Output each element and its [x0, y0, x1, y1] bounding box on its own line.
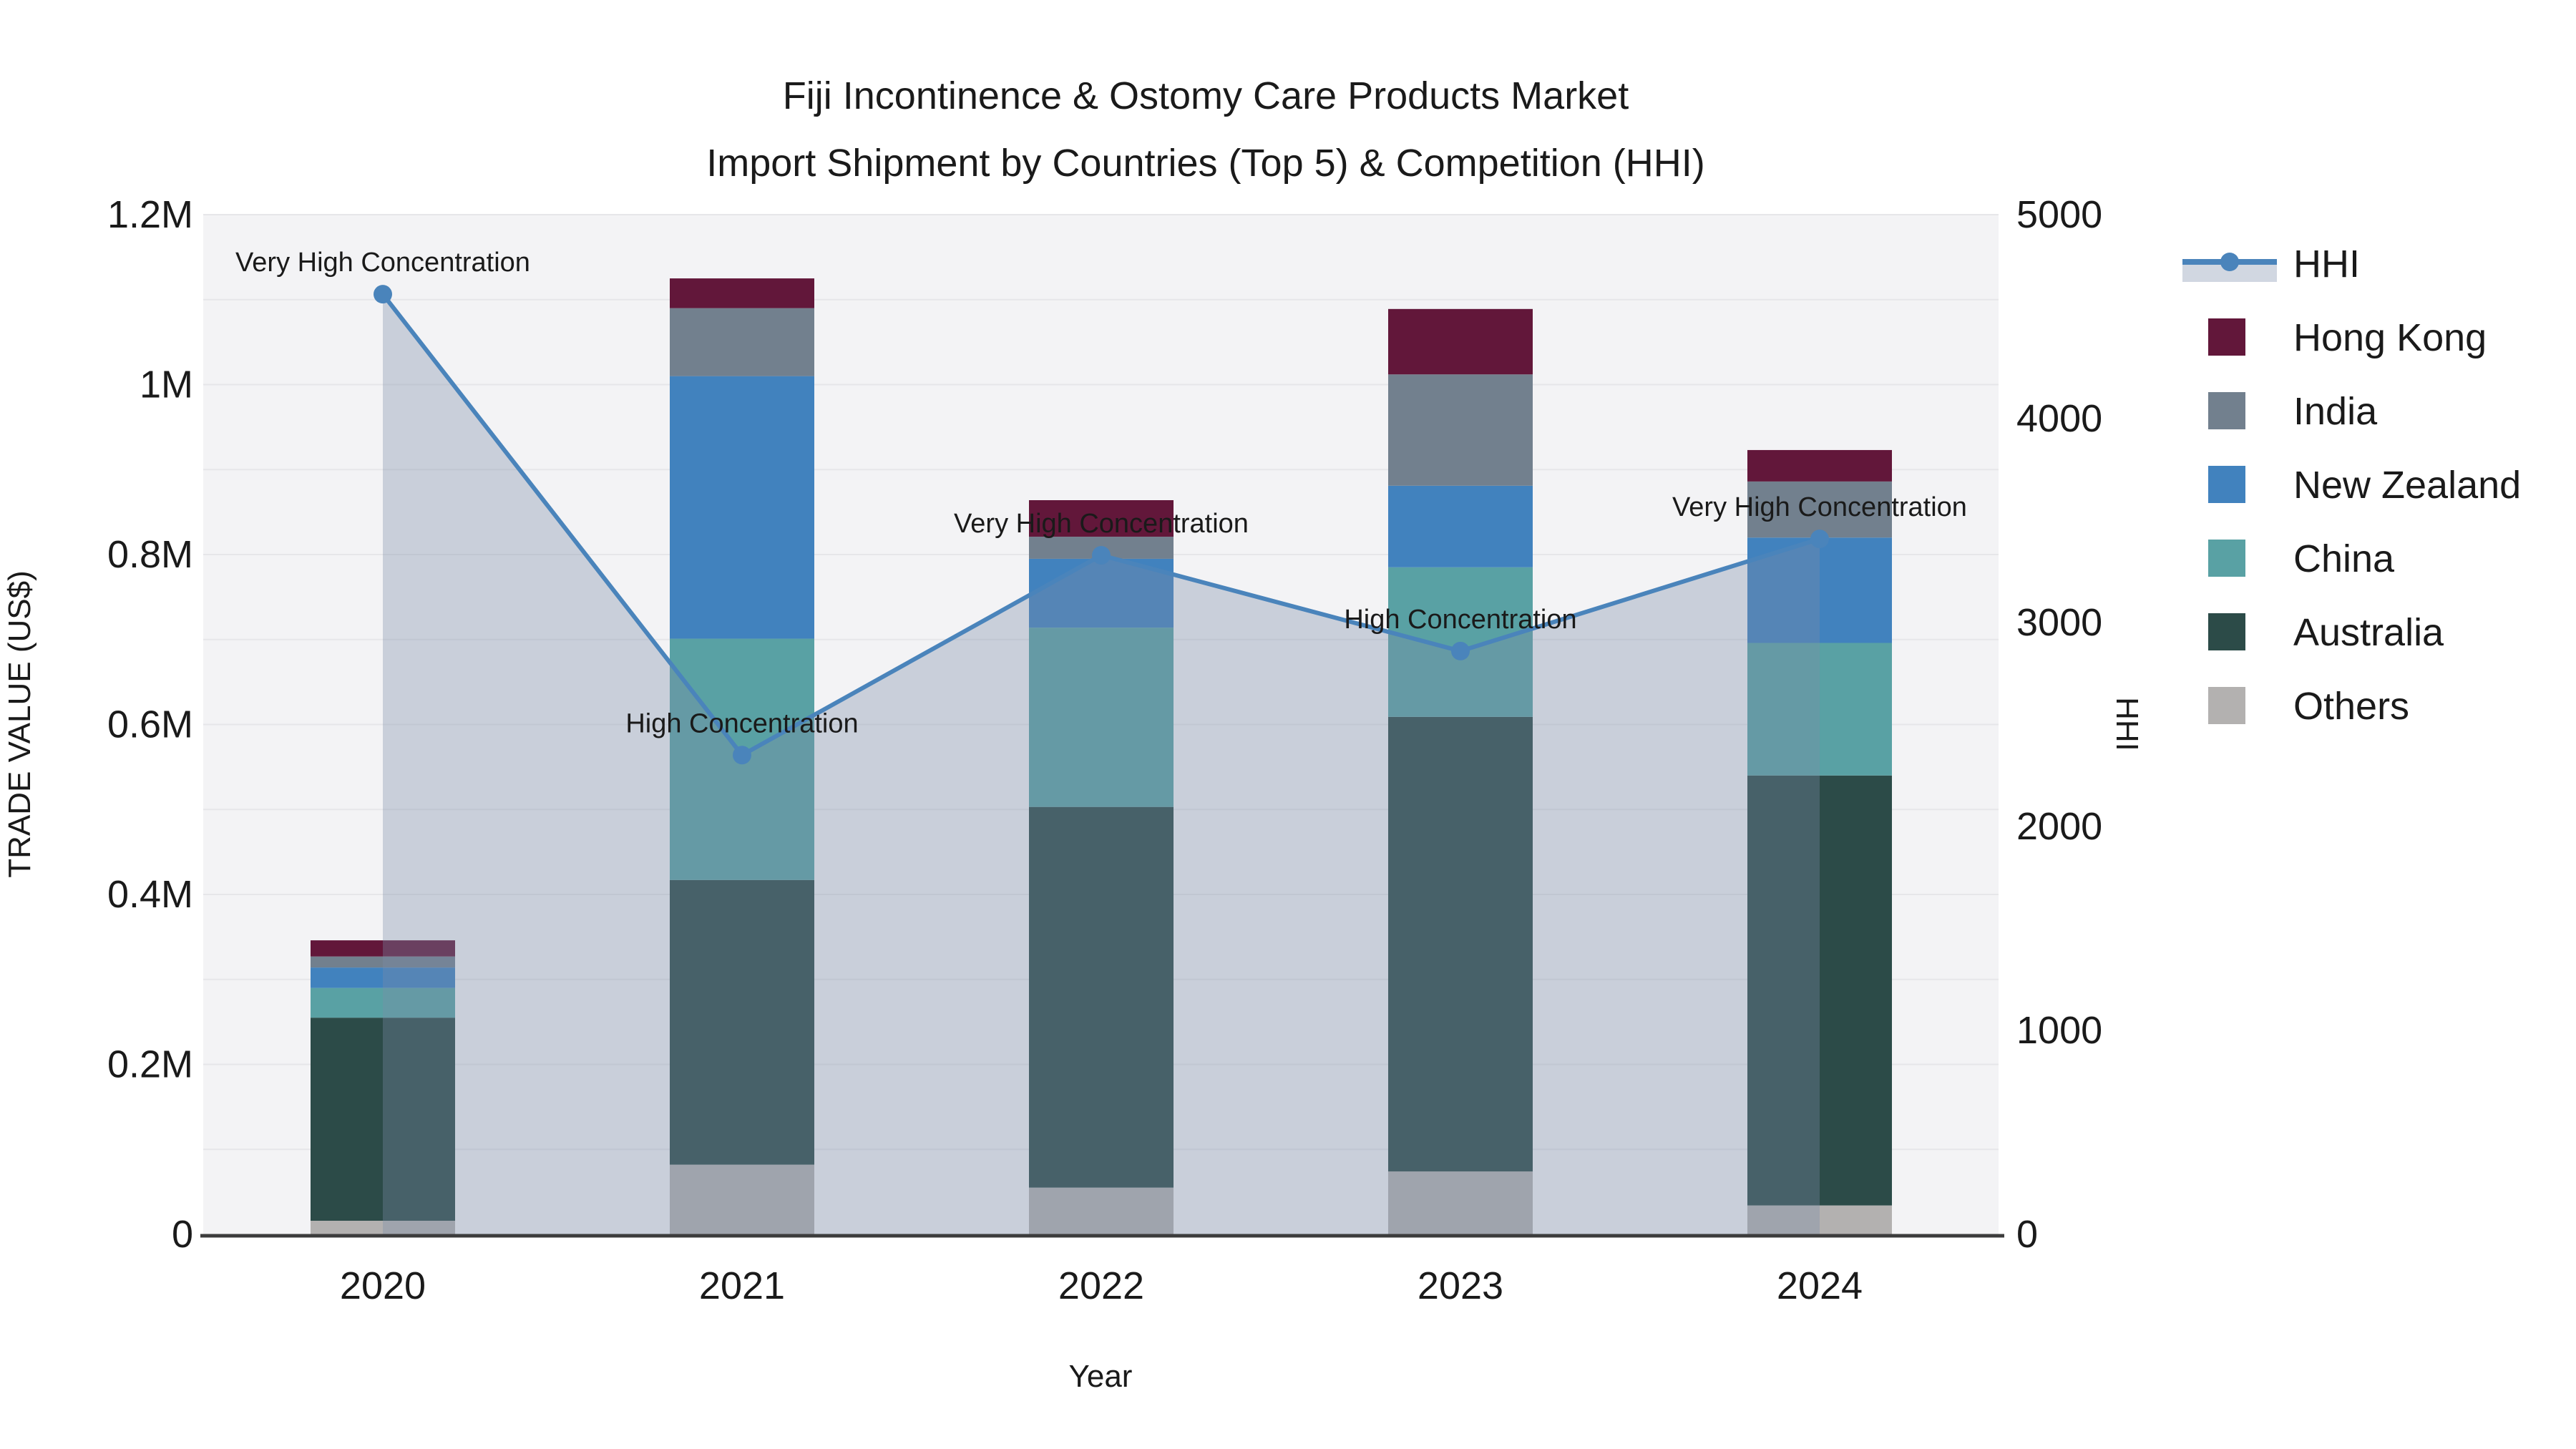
- annotation-2020: Very High Concentration: [235, 248, 530, 278]
- bar-segment-2021-others: [670, 1164, 814, 1234]
- legend-label-hong-kong: Hong Kong: [2293, 316, 2487, 359]
- hhi-area-fill: [383, 294, 1820, 1234]
- y-left-tick-0: 0: [172, 1213, 193, 1256]
- bar-segment-2021-australia: [670, 879, 814, 1165]
- bar-segment-2021-hong-kong: [670, 278, 814, 308]
- annotation-2021: High Concentration: [625, 708, 858, 738]
- bar-segment-2024-hong-kong: [1747, 449, 1892, 482]
- bar-segment-2023-others: [1388, 1171, 1533, 1234]
- legend-label-new-zealand: New Zealand: [2293, 464, 2521, 507]
- x-tick-2024: 2024: [1777, 1264, 1863, 1307]
- legend-item-hong-kong: Hong Kong: [2208, 316, 2487, 359]
- x-axis-label: Year: [1069, 1359, 1133, 1394]
- legend-swatch-new-zealand: [2208, 466, 2245, 503]
- bar-segment-2022-others: [1029, 1187, 1174, 1234]
- legend-label-others: Others: [2293, 685, 2409, 728]
- legend-label-india: India: [2293, 390, 2378, 433]
- legend-swatch-china: [2208, 540, 2245, 577]
- bar-segment-2024-australia: [1747, 775, 1892, 1206]
- y-right-tick-5000: 5000: [2016, 193, 2102, 236]
- hhi-marker-2021: [733, 746, 751, 765]
- legend-item-others: Others: [2208, 685, 2409, 728]
- bar-segment-2021-new-zealand: [670, 376, 814, 639]
- legend-swatch-australia: [2208, 613, 2245, 650]
- bar-segment-2020-australia: [311, 1018, 455, 1221]
- annotation-2024: Very High Concentration: [1672, 492, 1967, 522]
- bar-segment-2024-india: [1747, 481, 1892, 538]
- hhi-marker-2023: [1451, 641, 1470, 660]
- legend: HHI Hong Kong India New Zealand China Austral…: [2182, 243, 2521, 728]
- plot-area: Very High Concentration High Concentratio…: [107, 193, 2102, 1307]
- legend-label-hhi: HHI: [2293, 243, 2360, 286]
- legend-swatch-india: [2208, 392, 2245, 429]
- legend-item-australia: Australia: [2208, 611, 2444, 654]
- x-tick-2023: 2023: [1418, 1264, 1503, 1307]
- x-tick-2021: 2021: [699, 1264, 785, 1307]
- bars: [311, 278, 1892, 1234]
- y-left-tick-0.6M: 0.6M: [107, 703, 193, 746]
- y-left-tick-0.8M: 0.8M: [107, 533, 193, 576]
- y-left-tick-0.4M: 0.4M: [107, 873, 193, 916]
- bar-segment-2022-hong-kong: [1029, 500, 1174, 537]
- y-right-tick-2000: 2000: [2016, 805, 2102, 848]
- annotation-2023: High Concentration: [1344, 605, 1576, 635]
- y-right-tick-1000: 1000: [2016, 1009, 2102, 1052]
- legend-item-china: China: [2208, 537, 2395, 580]
- bar-segment-2022-australia: [1029, 806, 1174, 1188]
- legend-label-australia: Australia: [2293, 611, 2444, 654]
- bar-segment-2023-india: [1388, 374, 1533, 486]
- annotation-2022: Very High Concentration: [954, 509, 1249, 539]
- legend-swatch-others: [2208, 687, 2245, 724]
- hhi-marker-2020: [374, 285, 392, 304]
- legend-swatch-hong-kong: [2208, 318, 2245, 356]
- hhi-marker-2024: [1810, 530, 1829, 549]
- x-tick-2022: 2022: [1058, 1264, 1144, 1307]
- legend-item-india: India: [2208, 390, 2378, 433]
- bar-segment-2020-china: [311, 987, 455, 1018]
- legend-label-china: China: [2293, 537, 2395, 580]
- bar-segment-2023-hong-kong: [1388, 308, 1533, 375]
- bar-segment-2023-new-zealand: [1388, 485, 1533, 567]
- bar-segment-2021-india: [670, 308, 814, 376]
- x-tick-2020: 2020: [340, 1264, 426, 1307]
- bar-segment-2020-new-zealand: [311, 967, 455, 988]
- bar-segment-2020-india: [311, 956, 455, 968]
- legend-item-hhi: HHI: [2182, 243, 2360, 286]
- y-left-tick-1M: 1M: [140, 364, 193, 406]
- y-left-tick-0.2M: 0.2M: [107, 1043, 193, 1086]
- legend-hhi-marker-swatch: [2220, 253, 2239, 271]
- y-right-tick-4000: 4000: [2016, 397, 2102, 440]
- bar-segment-2024-others: [1747, 1205, 1892, 1234]
- bar-segment-2022-china: [1029, 628, 1174, 807]
- bar-segment-2020-others: [311, 1221, 455, 1234]
- y-axis-left-label: TRADE VALUE (US$): [2, 570, 37, 878]
- hhi-marker-2022: [1092, 545, 1111, 565]
- y-right-tick-0: 0: [2016, 1213, 2038, 1256]
- chart-title-line1: Fiji Incontinence & Ostomy Care Products…: [783, 74, 1629, 117]
- bar-segment-2020-hong-kong: [311, 940, 455, 957]
- y-axis-right-label: HHI: [2109, 697, 2145, 751]
- y-left-tick-1.2M: 1.2M: [107, 193, 193, 236]
- chart-title-line2: Import Shipment by Countries (Top 5) & C…: [706, 142, 1705, 185]
- legend-item-new-zealand: New Zealand: [2208, 464, 2521, 507]
- bar-segment-2023-australia: [1388, 716, 1533, 1172]
- y-right-tick-3000: 3000: [2016, 601, 2102, 644]
- bar-segment-2024-china: [1747, 643, 1892, 776]
